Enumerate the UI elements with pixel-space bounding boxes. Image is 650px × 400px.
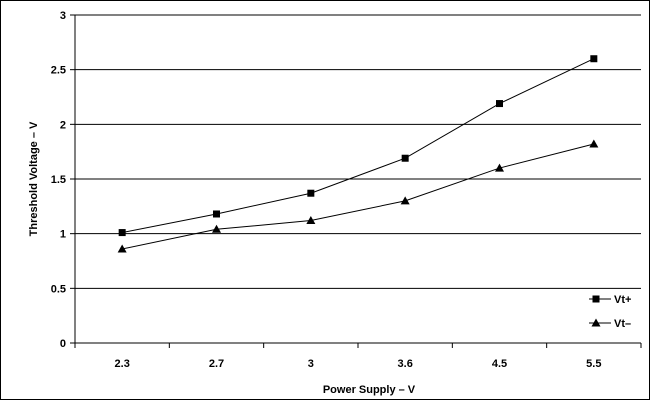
data-point <box>212 224 221 233</box>
y-tick-label: 0 <box>60 338 66 350</box>
data-point <box>213 210 220 218</box>
legend-marker <box>592 295 600 303</box>
x-tick-label: 2.3 <box>115 358 130 370</box>
legend-label: Vt– <box>614 318 631 330</box>
data-point <box>307 189 315 197</box>
data-point <box>495 163 504 172</box>
y-tick-label: 2.5 <box>51 65 66 77</box>
y-tick-label: 3 <box>60 10 66 22</box>
x-tick-label: 3.6 <box>398 358 413 370</box>
data-point <box>118 229 126 237</box>
x-tick-label: 4.5 <box>492 358 507 370</box>
x-tick-label: 3 <box>308 358 314 370</box>
data-point <box>400 196 410 205</box>
x-axis-title: Power Supply – V <box>323 384 416 396</box>
data-point <box>590 55 598 63</box>
data-point <box>589 139 599 148</box>
y-axis-title: Threshold Voltage – V <box>28 121 40 236</box>
data-point <box>496 100 503 108</box>
x-tick-label: 5.5 <box>586 358 601 370</box>
y-tick-label: 2 <box>60 119 66 131</box>
series-line-vt-minus <box>122 143 594 250</box>
y-tick-label: 1.5 <box>51 174 66 186</box>
data-point <box>306 216 316 225</box>
y-tick-label: 1 <box>60 229 66 241</box>
legend-marker <box>591 318 601 327</box>
data-point <box>401 154 409 162</box>
series-line-vt-plus <box>122 58 595 234</box>
x-tick-label: 2.7 <box>209 358 224 370</box>
y-tick-label: 0.5 <box>51 283 66 295</box>
data-point <box>117 244 127 253</box>
legend-label: Vt+ <box>614 294 631 306</box>
